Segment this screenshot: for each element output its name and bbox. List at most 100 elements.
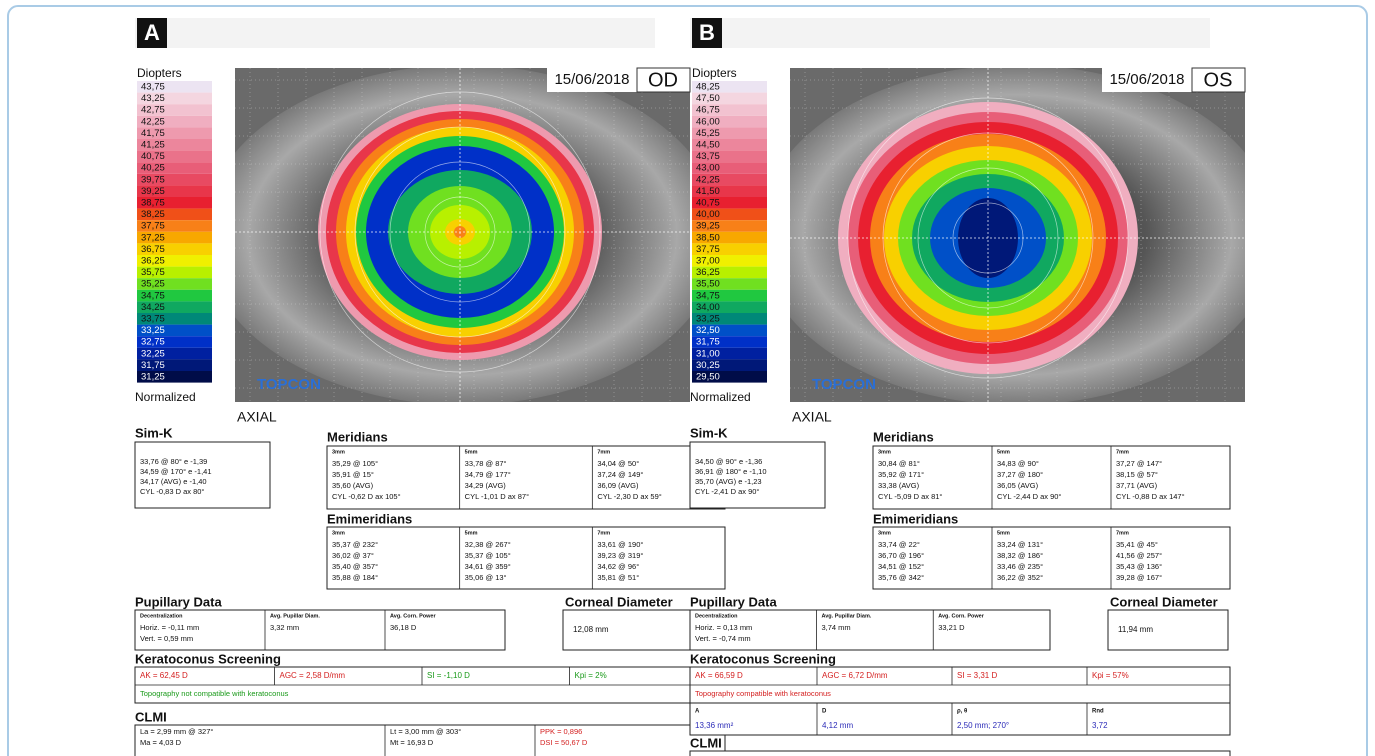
- kerato-cell: SI = -1,10 D: [427, 671, 470, 680]
- scale-value: 38,75: [141, 198, 165, 209]
- section-title: Corneal Diameter: [1110, 594, 1218, 609]
- kerato-extra-value: 4,12 mm: [822, 721, 853, 730]
- header-bar: [135, 18, 655, 48]
- scale-value: 34,75: [696, 290, 720, 301]
- table-line: 35,40 @ 357°: [332, 562, 378, 571]
- table-line: 34,61 @ 359°: [465, 562, 511, 571]
- scale-value: 35,75: [141, 267, 165, 278]
- column-head: ρ, θ: [957, 709, 967, 715]
- kerato-extra-value: 3,72: [1092, 721, 1108, 730]
- section-title: Pupillary Data: [135, 594, 222, 609]
- column-head: D: [822, 709, 827, 715]
- scale-value: 42,75: [141, 105, 165, 116]
- table-line: 35,81 @ 51°: [597, 573, 639, 582]
- kerato-cell: Kpi = 2%: [575, 671, 607, 680]
- table-line: 32,38 @ 267°: [465, 540, 511, 549]
- column-head: Avg. Pupillar Diam.: [821, 613, 871, 619]
- table-line: 3,74 mm: [821, 623, 850, 632]
- table-line: CYL -2,30 D ax 59°: [597, 492, 661, 501]
- table-line: Vert. = -0,74 mm: [695, 634, 751, 643]
- table-line: 35,06 @ 13°: [465, 573, 507, 582]
- scale-value: 37,75: [696, 244, 720, 255]
- kerato-cell: SI = 3,31 D: [957, 671, 997, 680]
- column-head: 3mm: [332, 449, 345, 455]
- scale-value: 36,25: [141, 256, 165, 267]
- scale-value: 34,75: [141, 290, 165, 301]
- kerato-note: Topography compatible with keratoconus: [695, 689, 831, 698]
- column-head: 5mm: [997, 530, 1010, 536]
- simk-line: 34,59 @ 170° e -1,41: [140, 467, 212, 476]
- column-head: Decentralization: [140, 613, 183, 619]
- scale-value: 35,25: [141, 279, 165, 290]
- brand: TOPCON: [812, 376, 876, 393]
- scale-value: 40,25: [141, 163, 165, 174]
- map-date: 15/06/2018: [554, 71, 629, 88]
- section-title: CLMI: [135, 709, 167, 724]
- kerato-cell: AGC = 6,72 D/mm: [822, 671, 888, 680]
- scale-value: 42,25: [696, 174, 720, 185]
- table-line: 35,37 @ 232°: [332, 540, 378, 549]
- table-line: Vert. = 0,59 mm: [140, 634, 193, 643]
- scale-value: 31,75: [141, 360, 165, 371]
- corneal-value: 12,08 mm: [573, 625, 609, 634]
- simk-line: 36,91 @ 180° e -1,10: [695, 467, 767, 476]
- figure: ADiopters43,7543,2542,7542,2541,7541,254…: [0, 0, 1375, 756]
- table-line: 36,02 @ 37°: [332, 551, 374, 560]
- scale-value: 33,75: [141, 314, 165, 325]
- kerato-cell: AK = 66,59 D: [695, 671, 743, 680]
- map-type: AXIAL: [237, 409, 277, 425]
- table-line: Horiz. = -0,11 mm: [140, 623, 199, 632]
- scale-value: 36,25: [696, 267, 720, 278]
- table-line: 35,88 @ 184°: [332, 573, 378, 582]
- scale-value: 43,75: [696, 151, 720, 162]
- simk-line: 34,50 @ 90° e -1,36: [695, 457, 762, 466]
- table-line: 35,91 @ 15°: [332, 470, 374, 479]
- clmi-line: Mt = 16,93 D: [390, 738, 434, 747]
- scale-value: 31,75: [696, 337, 720, 348]
- column-head: 7mm: [1116, 530, 1129, 536]
- header-bar: [690, 18, 1210, 48]
- scale-value: 39,75: [141, 174, 165, 185]
- column-head: Avg. Corn. Power: [390, 613, 436, 619]
- table-line: 38,32 @ 186°: [997, 551, 1043, 560]
- scale-value: 38,25: [141, 209, 165, 220]
- scale-value: 40,75: [141, 151, 165, 162]
- column-head: 3mm: [878, 530, 891, 536]
- scale-value: 36,75: [141, 244, 165, 255]
- scale-value: 43,25: [141, 93, 165, 104]
- section-title: Emimeridians: [327, 511, 412, 526]
- section-title: Sim-K: [135, 425, 173, 440]
- table-line: 37,27 @ 180°: [997, 470, 1043, 479]
- table-line: 35,41 @ 45°: [1116, 540, 1158, 549]
- table-line: 33,46 @ 235°: [997, 562, 1043, 571]
- table-line: 34,62 @ 96°: [597, 562, 639, 571]
- scale-value: 34,00: [696, 302, 720, 313]
- scale-value: 45,25: [696, 128, 720, 139]
- table-line: 37,71 (AVG): [1116, 481, 1158, 490]
- table-line: 35,37 @ 105°: [465, 551, 511, 560]
- table-line: 36,09 (AVG): [597, 481, 639, 490]
- simk-line: CYL -2,41 D ax 90°: [695, 487, 759, 496]
- table-line: 41,56 @ 257°: [1116, 551, 1162, 560]
- scale-footer: Normalized: [135, 390, 196, 404]
- clmi-line: PPK = 0,896: [540, 727, 582, 736]
- kerato-note: Topography not compatible with keratocon…: [140, 689, 289, 698]
- table-line: 33,24 @ 131°: [997, 540, 1043, 549]
- map-type: AXIAL: [792, 409, 832, 425]
- table-line: 36,05 (AVG): [997, 481, 1039, 490]
- column-head: 5mm: [997, 449, 1010, 455]
- scale-value: 33,25: [696, 314, 720, 325]
- scale-value: 48,25: [696, 82, 720, 93]
- scale-value: 37,25: [141, 232, 165, 243]
- table-line: 33,21 D: [938, 623, 965, 632]
- scale-value: 41,50: [696, 186, 720, 197]
- table-line: 34,29 (AVG): [465, 481, 507, 490]
- column-head: Avg. Pupillar Diam.: [270, 613, 320, 619]
- table-line: CYL -0,88 D ax 147°: [1116, 492, 1185, 501]
- column-head: Rnd: [1092, 709, 1104, 715]
- section-title: Pupillary Data: [690, 594, 777, 609]
- scale-value: 39,25: [141, 186, 165, 197]
- column-head: 5mm: [465, 530, 478, 536]
- table-line: 35,76 @ 342°: [878, 573, 924, 582]
- table-line: 35,60 (AVG): [332, 481, 374, 490]
